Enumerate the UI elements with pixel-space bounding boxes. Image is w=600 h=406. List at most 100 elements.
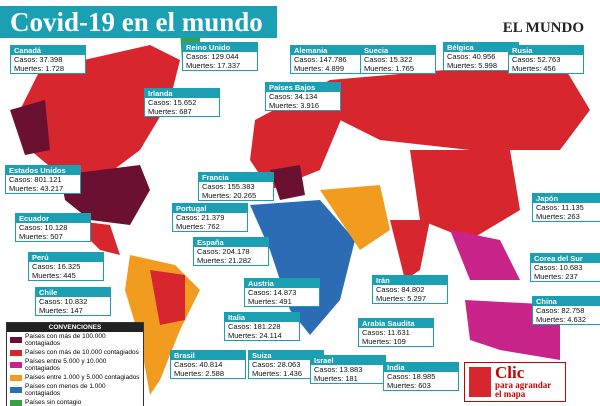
country-name: Francia [199, 173, 273, 182]
country-stat: Muertes: 5.998 [447, 61, 498, 70]
country-stat: Casos: 21.379 [176, 213, 225, 222]
country-callout: Alemania Casos: 147.786 Muertes: 4.899 [290, 45, 366, 74]
title: Covid-19 en el mundo [0, 6, 277, 38]
land [450, 230, 520, 280]
legend-label: Países con menos de 1.000 contagiados [25, 383, 106, 397]
land [320, 185, 390, 250]
country-callout: Canadá Casos: 37.398 Muertes: 1.728 [10, 45, 86, 74]
land [20, 45, 180, 180]
country-callout: Austria Casos: 14.873 Muertes: 491 [244, 278, 320, 307]
country-stat: Casos: 28.063 [252, 360, 301, 369]
country-stat: Muertes: 456 [512, 64, 556, 73]
country-name: Estados Unidos [6, 166, 80, 175]
country-stat: Muertes: 491 [248, 297, 292, 306]
country-name: Japón [533, 194, 600, 203]
country-name: India [384, 363, 458, 372]
country-callout: Francia Casos: 155.383 Muertes: 20.265 [198, 172, 274, 201]
country-stat: Casos: 34.134 [269, 92, 318, 101]
land [270, 165, 305, 200]
country-stat: Muertes: 603 [387, 381, 431, 390]
country-callout: Rusia Casos: 52.763 Muertes: 456 [508, 45, 584, 74]
legend-swatch [10, 362, 22, 368]
country-stat: Casos: 13.883 [314, 365, 363, 374]
country-stat: Casos: 15.322 [364, 55, 413, 64]
country-callout: Corea del Sur Casos: 10.683 Muertes: 237 [530, 253, 600, 282]
country-name: China [533, 297, 600, 306]
legend-item: Países con más de 100.000 contagiados [7, 332, 143, 348]
country-stat: Casos: 10.832 [39, 297, 88, 306]
country-callout: Chile Casos: 10.832 Muertes: 147 [35, 287, 111, 316]
legend-item: Países entre 5.000 y 10.000 contagiados [7, 357, 143, 373]
country-stat: Muertes: 2.588 [174, 369, 225, 378]
country-name: Alemania [291, 46, 365, 55]
country-stat: Casos: 84.802 [376, 285, 425, 294]
legend-item: Países con menos de 1.000 contagiados [7, 382, 143, 398]
country-stat: Muertes: 24.114 [228, 331, 282, 340]
enlarge-map-button[interactable]: Clic para agrandar el mapa [464, 362, 566, 402]
country-name: Austria [245, 279, 319, 288]
legend-swatch [10, 374, 22, 381]
country-callout: Ecuador Casos: 10.128 Muertes: 507 [15, 213, 91, 242]
country-stat: Casos: 18.985 [387, 372, 436, 381]
country-name: Irán [373, 276, 447, 285]
button-line: Clic [495, 363, 525, 382]
country-name: Brasil [171, 351, 245, 360]
country-stat: Casos: 204.178 [197, 247, 250, 256]
country-name: Perú [29, 253, 103, 262]
country-stat: Casos: 155.383 [202, 182, 255, 191]
country-stat: Muertes: 109 [362, 337, 406, 346]
country-callout: China Casos: 82.758 Muertes: 4.632 [532, 296, 600, 325]
country-stat: Muertes: 17.337 [186, 61, 241, 70]
land [60, 165, 150, 225]
country-stat: Muertes: 1.436 [252, 369, 303, 378]
country-stat: Muertes: 181 [314, 374, 358, 383]
country-callout: Irlanda Casos: 15.652 Muertes: 687 [144, 88, 220, 117]
land [10, 100, 50, 155]
country-callout: Brasil Casos: 40.814 Muertes: 2.588 [170, 350, 246, 379]
country-stat: Muertes: 4.899 [294, 64, 345, 73]
country-stat: Muertes: 43.217 [9, 184, 64, 193]
country-name: Rusia [509, 46, 583, 55]
land [390, 220, 430, 280]
country-name: Italia [225, 313, 299, 322]
land [250, 200, 355, 335]
country-callout: Arabia Saudita Casos: 11.631 Muertes: 109 [358, 318, 434, 347]
country-callout: Reino Unido Casos: 129.044 Muertes: 17.337 [182, 42, 258, 71]
country-stat: Muertes: 507 [19, 232, 63, 241]
country-stat: Casos: 15.652 [148, 98, 197, 107]
legend-title: CONVENCIONES [7, 323, 143, 332]
country-stat: Casos: 40.956 [447, 52, 496, 61]
country-stat: Muertes: 147 [39, 306, 83, 315]
country-name: España [194, 238, 268, 247]
land [410, 150, 520, 240]
button-line: el mapa [495, 389, 526, 399]
legend-swatch [10, 387, 22, 393]
country-name: Bélgica [444, 43, 518, 52]
logo: EL MUNDO [502, 20, 584, 36]
country-name: Chile [36, 288, 110, 297]
country-stat: Casos: 181.228 [228, 322, 281, 331]
country-name: Irlanda [145, 89, 219, 98]
country-callout: Estados Unidos Casos: 801.121 Muertes: 43.… [5, 165, 81, 194]
legend: CONVENCIONES Países con más de 100.000 c… [6, 322, 144, 406]
legend-label: Países entre 1.000 y 5.000 contagiados [25, 374, 140, 381]
country-stat: Muertes: 21.282 [197, 256, 252, 265]
country-stat: Muertes: 1.765 [364, 64, 415, 73]
country-stat: Muertes: 237 [534, 272, 578, 281]
legend-item: Países con más de 10.000 contagiados [7, 348, 143, 357]
button-line: para agrandar [495, 380, 552, 390]
country-name: Suiza [249, 351, 323, 360]
country-stat: Muertes: 20.265 [202, 191, 257, 200]
country-stat: Casos: 147.786 [294, 55, 347, 64]
country-stat: Muertes: 1.728 [14, 64, 65, 73]
legend-item: Países entre 1.000 y 5.000 contagiados [7, 373, 143, 382]
country-stat: Casos: 11.135 [536, 203, 584, 212]
country-stat: Casos: 40.814 [174, 360, 223, 369]
country-callout: Portugal Casos: 21.379 Muertes: 762 [172, 203, 248, 232]
legend-label: Países con más de 10.000 contagiados [25, 349, 139, 356]
legend-label: Países entre 5.000 y 10.000 contagiados [25, 358, 107, 372]
country-callout: Suecia Casos: 15.322 Muertes: 1.765 [360, 45, 436, 74]
land [150, 270, 185, 325]
country-name: Canadá [11, 46, 85, 55]
land [330, 60, 590, 150]
